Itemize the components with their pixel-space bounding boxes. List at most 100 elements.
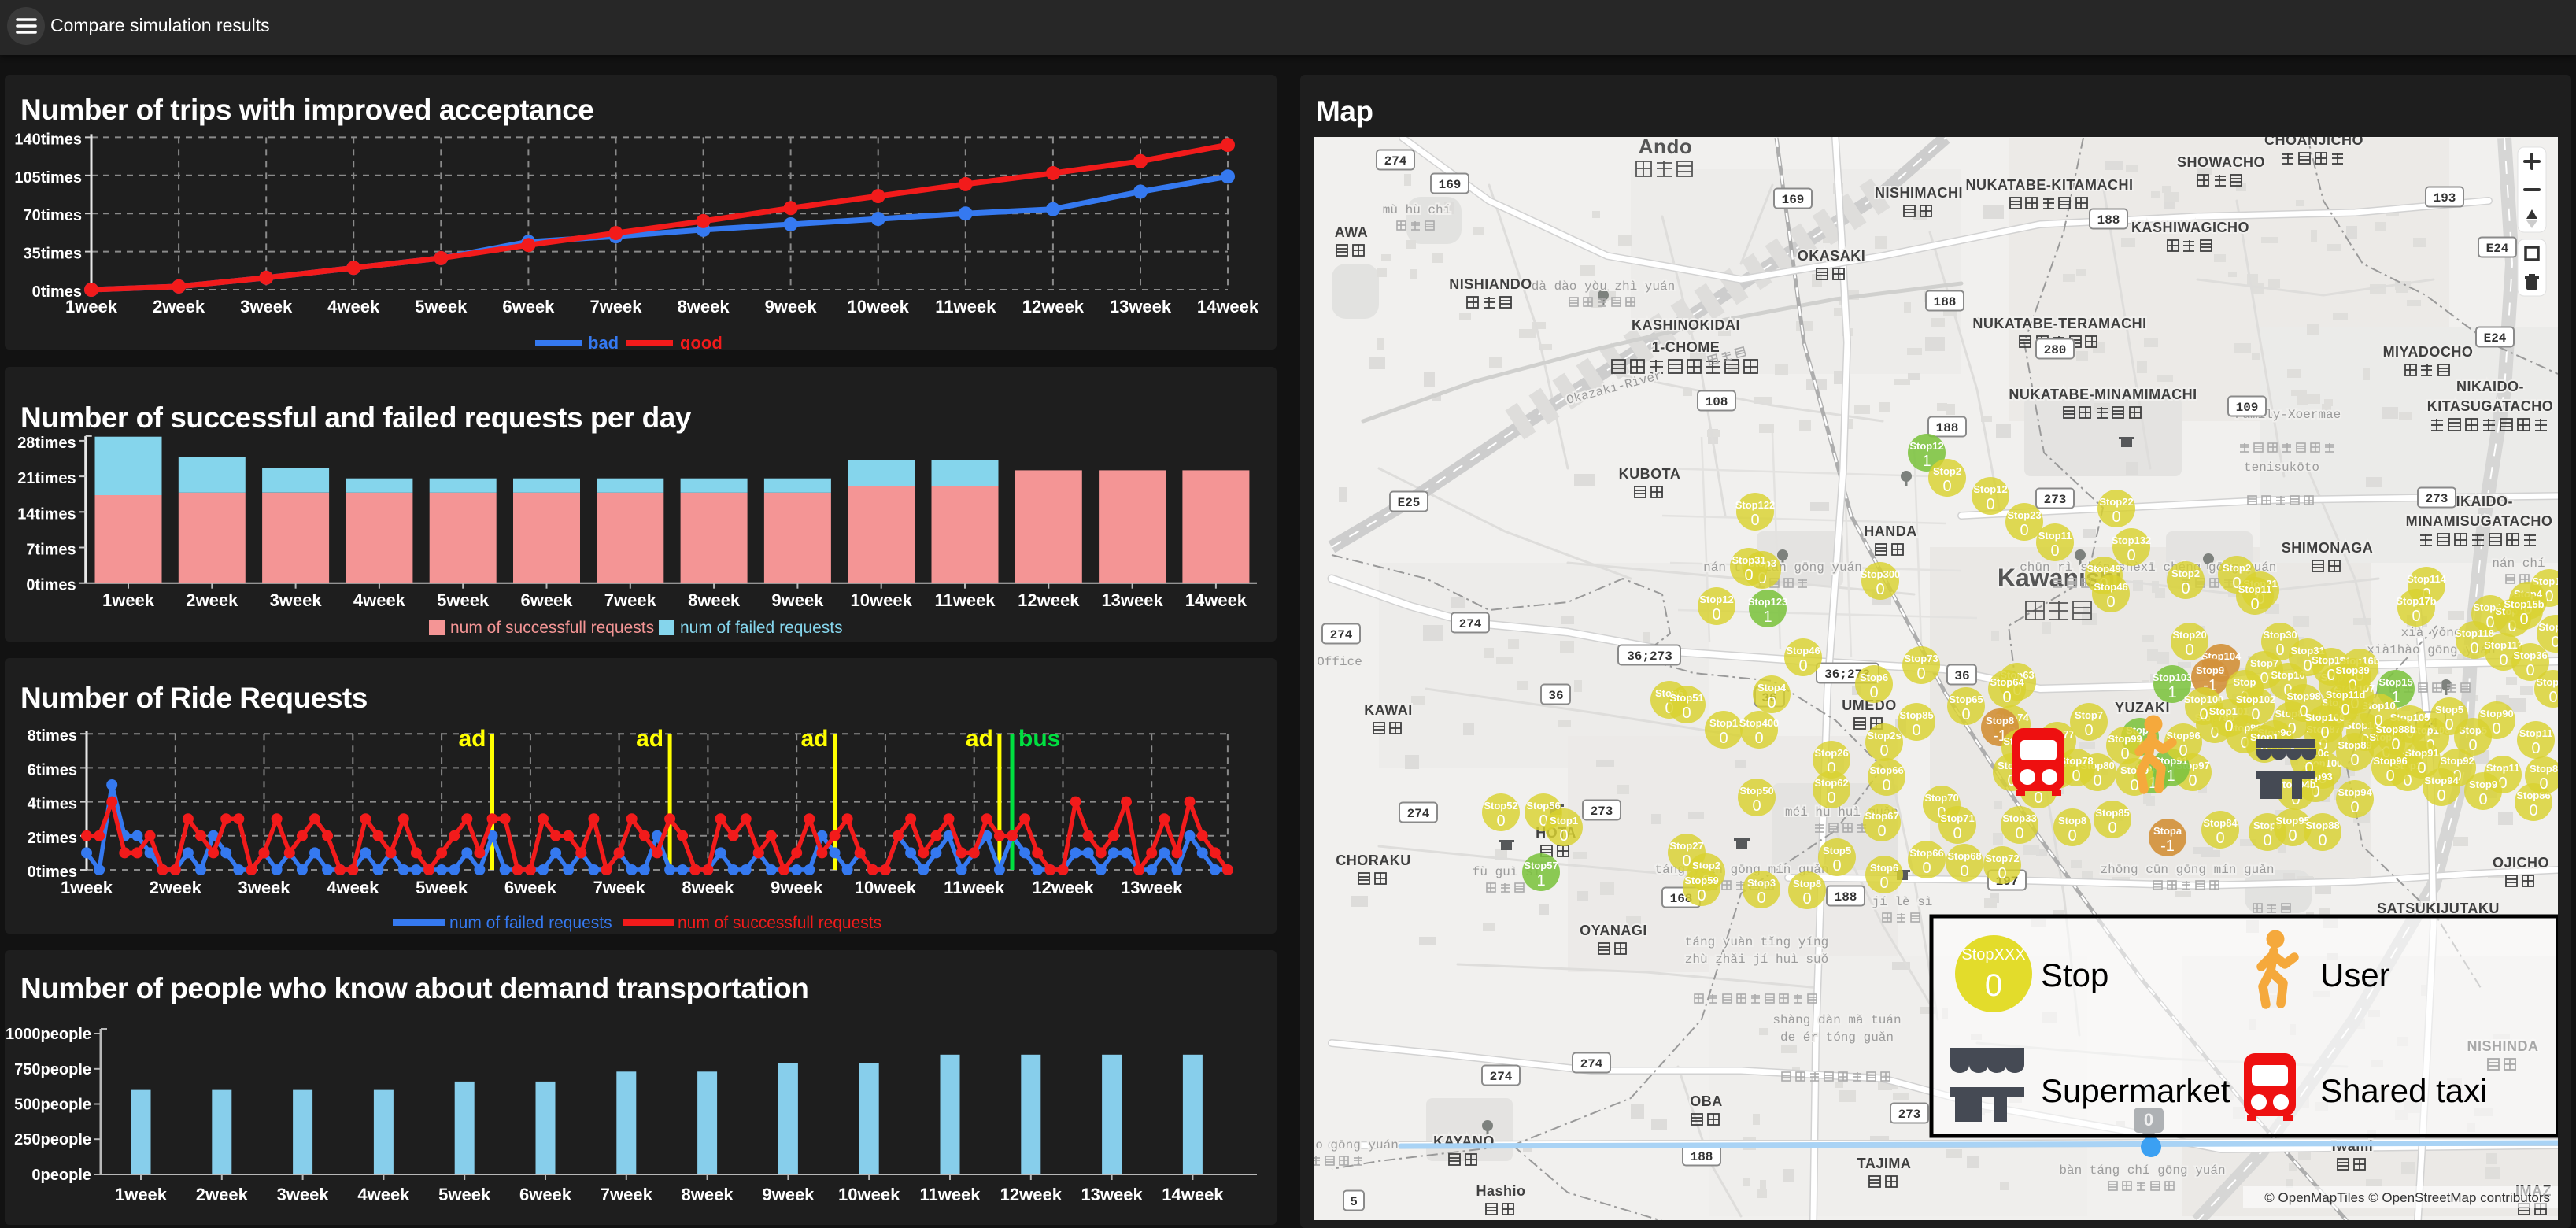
svg-text:KUBOTA: KUBOTA <box>1619 466 1681 482</box>
svg-text:4week: 4week <box>327 297 380 316</box>
svg-text:NUKATABE-TERAMACHI: NUKATABE-TERAMACHI <box>1972 316 2146 331</box>
svg-text:14week: 14week <box>1197 297 1259 316</box>
svg-text:14times: 14times <box>17 505 76 523</box>
svg-text:0: 0 <box>2240 734 2249 752</box>
svg-text:0: 0 <box>2260 670 2268 687</box>
svg-text:bus: bus <box>1018 726 1060 752</box>
svg-text:3week: 3week <box>238 878 290 897</box>
svg-text:0: 0 <box>1869 684 1878 701</box>
svg-text:2week: 2week <box>153 297 205 316</box>
svg-text:Stop66: Stop66 <box>1869 764 1903 776</box>
svg-text:MINAMISUGATACHO: MINAMISUGATACHO <box>2406 513 2553 529</box>
svg-text:13week: 13week <box>1110 297 1172 316</box>
svg-text:Stop23: Stop23 <box>2007 509 2041 521</box>
svg-text:0: 0 <box>1802 890 1811 908</box>
svg-text:E25: E25 <box>1398 496 1421 510</box>
svg-text:28times: 28times <box>17 435 76 452</box>
svg-text:280: 280 <box>2044 343 2067 357</box>
svg-text:0: 0 <box>1961 706 1970 723</box>
svg-text:0: 0 <box>2251 706 2260 723</box>
svg-text:0: 0 <box>1953 825 1961 842</box>
svg-text:0: 0 <box>2002 689 2011 706</box>
svg-text:0: 0 <box>2210 724 2219 742</box>
svg-text:0: 0 <box>2287 720 2296 738</box>
svg-text:0: 0 <box>1744 567 1753 584</box>
svg-text:0: 0 <box>2275 642 2284 659</box>
svg-text:0: 0 <box>2445 716 2453 734</box>
svg-text:Stop2: Stop2 <box>2171 568 2200 579</box>
svg-text:0: 0 <box>2350 799 2359 816</box>
svg-text:-1: -1 <box>2160 838 2175 855</box>
svg-text:0: 0 <box>2320 724 2329 742</box>
svg-text:0: 0 <box>2020 522 2028 539</box>
svg-text:0: 0 <box>2007 772 2016 790</box>
svg-text:188: 188 <box>1936 421 1959 435</box>
svg-text:Stop12: Stop12 <box>1699 594 1733 605</box>
svg-text:OJICHO: OJICHO <box>2493 855 2549 871</box>
svg-text:Stop31: Stop31 <box>2290 645 2324 657</box>
svg-text:11week: 11week <box>935 297 996 316</box>
svg-text:CHOANJICHO: CHOANJICHO <box>2264 137 2363 148</box>
svg-text:Stop132: Stop132 <box>2112 534 2152 546</box>
svg-text:Stop11d: Stop11d <box>2326 689 2366 701</box>
svg-text:SHIMONAGA: SHIMONAGA <box>2282 540 2374 556</box>
svg-text:shàng dàn mǎ tuán: shàng dàn mǎ tuán <box>1772 1013 1901 1027</box>
svg-text:0: 0 <box>2288 827 2297 845</box>
svg-text:Stop118: Stop118 <box>2455 627 2494 639</box>
svg-text:Stop85: Stop85 <box>2095 807 2129 819</box>
svg-text:0: 0 <box>1882 777 1890 794</box>
svg-text:Stop52: Stop52 <box>1484 800 1517 812</box>
svg-text:0: 0 <box>2291 791 2300 808</box>
svg-text:0: 0 <box>2299 703 2308 720</box>
svg-text:0: 0 <box>2232 575 2241 592</box>
svg-text:0: 0 <box>1559 827 1568 845</box>
svg-text:11week: 11week <box>934 590 996 610</box>
svg-text:0: 0 <box>2224 718 2233 735</box>
svg-text:num of successfull requests: num of successfull requests <box>678 914 881 932</box>
svg-text:num of successfull requests: num of successfull requests <box>450 619 654 637</box>
svg-text:0: 0 <box>2539 775 2548 793</box>
svg-text:5week: 5week <box>416 878 468 897</box>
svg-text:0: 0 <box>2374 712 2382 730</box>
svg-text:3week: 3week <box>240 297 293 316</box>
svg-text:Stop11: Stop11 <box>2238 583 2272 595</box>
svg-text:8week: 8week <box>682 878 734 897</box>
svg-text:0people: 0people <box>31 1167 91 1184</box>
svg-text:KITASUGATACHO: KITASUGATACHO <box>2427 398 2553 414</box>
svg-text:OBA: OBA <box>1690 1093 1723 1109</box>
svg-text:Stop17: Stop17 <box>2532 575 2558 587</box>
svg-text:0: 0 <box>2529 802 2537 819</box>
svg-text:nán chí: nán chí <box>2492 557 2545 571</box>
svg-text:Stop66: Stop66 <box>1909 847 1943 859</box>
svg-text:0: 0 <box>2470 640 2478 657</box>
svg-text:Stop67: Stop67 <box>1865 810 1898 822</box>
svg-text:mù hù chí: mù hù chí <box>1383 203 1451 217</box>
svg-text:0: 0 <box>1986 496 1994 513</box>
svg-text:Stop96: Stop96 <box>2373 755 2407 767</box>
svg-text:Stop26: Stop26 <box>1814 747 1848 759</box>
svg-text:Stop1: Stop1 <box>1550 815 1578 827</box>
svg-text:NUKATABE-MINAMIMACHI: NUKATABE-MINAMIMACHI <box>2009 387 2197 402</box>
svg-text:AWA: AWA <box>1335 224 1369 240</box>
svg-text:0: 0 <box>2545 588 2553 605</box>
svg-text:0: 0 <box>2526 662 2534 679</box>
svg-text:Stop94: Stop94 <box>2338 786 2372 798</box>
svg-text:274: 274 <box>1580 1057 1603 1071</box>
svg-text:273: 273 <box>2426 492 2448 506</box>
svg-text:Stop: Stop <box>2041 956 2108 993</box>
svg-text:Stop88: Stop88 <box>2305 819 2339 831</box>
svg-text:Stop36: Stop36 <box>2513 649 2547 661</box>
svg-text:Stop8: Stop8 <box>2058 815 2086 827</box>
svg-text:274: 274 <box>1384 154 1407 168</box>
svg-text:Stop2: Stop2 <box>2223 562 2251 574</box>
svg-text:7week: 7week <box>604 590 657 610</box>
svg-text:0: 0 <box>2403 772 2412 790</box>
svg-text:4week: 4week <box>353 590 406 610</box>
svg-text:Stop92: Stop92 <box>2440 755 2474 767</box>
svg-text:0: 0 <box>2304 760 2313 777</box>
svg-text:Stop59: Stop59 <box>1684 875 1718 886</box>
svg-text:Stop2s: Stop2s <box>1867 730 1901 742</box>
svg-text:Stop72: Stop72 <box>1985 853 2019 864</box>
svg-text:36: 36 <box>1954 669 1969 683</box>
svg-text:750people: 750people <box>14 1061 91 1078</box>
